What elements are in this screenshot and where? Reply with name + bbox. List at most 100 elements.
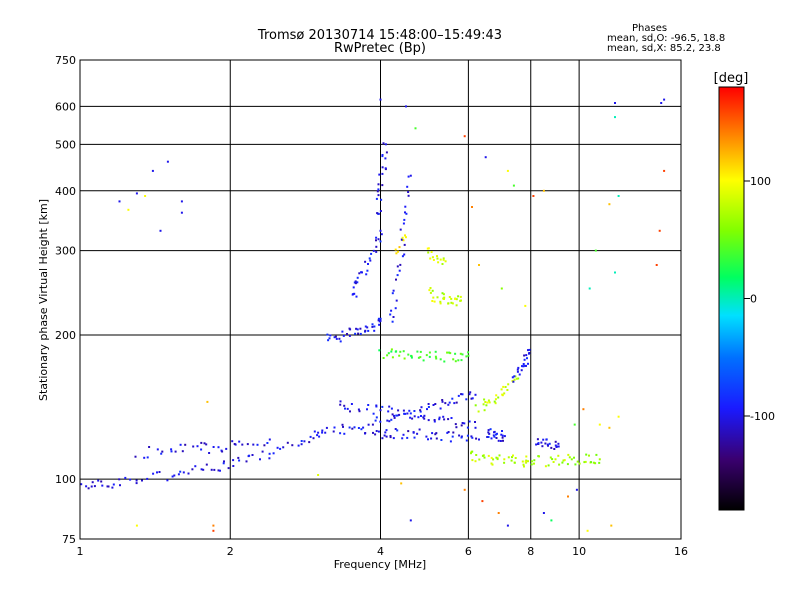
data-point [194, 465, 197, 468]
data-point [429, 287, 432, 289]
data-point [431, 256, 434, 259]
data-point [440, 439, 443, 441]
data-point [495, 456, 498, 459]
data-point [397, 250, 399, 253]
data-point [573, 423, 576, 426]
data-point [557, 442, 560, 445]
data-point [221, 450, 224, 453]
data-point [111, 486, 114, 489]
data-point [495, 394, 498, 397]
data-point [146, 477, 149, 480]
data-point [511, 456, 513, 459]
data-point [159, 229, 162, 232]
data-point [493, 430, 496, 433]
data-point [371, 325, 374, 328]
data-point [501, 430, 503, 432]
data-point [544, 442, 547, 445]
data-point [448, 351, 451, 354]
data-point [259, 458, 261, 461]
data-point [374, 419, 377, 422]
data-point [225, 447, 228, 450]
data-point [372, 249, 375, 252]
data-point [386, 419, 389, 422]
data-point [542, 438, 545, 441]
data-point [434, 355, 437, 358]
data-point [380, 233, 383, 236]
data-point [379, 317, 382, 320]
data-point [245, 460, 248, 463]
data-point [418, 428, 421, 431]
data-point [434, 350, 437, 353]
data-point [192, 445, 195, 448]
data-point [177, 473, 180, 476]
data-point [318, 435, 321, 438]
data-point [141, 479, 143, 482]
data-point [475, 454, 478, 456]
data-point [343, 432, 346, 435]
data-point [325, 426, 328, 429]
data-point [483, 398, 486, 401]
data-point [397, 409, 400, 412]
data-point [501, 436, 504, 439]
data-point [405, 212, 408, 215]
data-point [170, 448, 173, 451]
data-point [544, 465, 547, 468]
data-point [338, 337, 341, 340]
data-point [435, 357, 438, 360]
data-point [394, 248, 397, 251]
data-point [308, 441, 311, 444]
data-point [482, 403, 485, 406]
data-point [100, 480, 103, 483]
data-point [426, 247, 429, 250]
data-point [390, 418, 393, 421]
data-point [342, 425, 344, 428]
data-point [436, 296, 439, 299]
data-point [91, 481, 94, 484]
data-point [490, 437, 493, 440]
data-point [385, 151, 388, 154]
x-tick-label: 6 [465, 545, 472, 558]
data-point [608, 426, 611, 429]
chart-title-line2: RwPretec (Bp) [333, 41, 427, 56]
data-point [356, 276, 359, 279]
data-point [282, 446, 285, 449]
colorbar-tick-label: -100 [750, 410, 775, 423]
data-point [300, 440, 303, 442]
data-point [268, 438, 271, 441]
data-point [368, 257, 371, 260]
phases-mean-o: mean, sd,O: -96.5, 18.8 [607, 33, 726, 44]
data-point [419, 410, 422, 413]
data-point [396, 429, 399, 432]
data-point [217, 446, 220, 449]
data-point [344, 407, 346, 410]
data-point [381, 155, 384, 158]
data-point [446, 351, 449, 354]
data-point [538, 455, 540, 458]
data-point [390, 348, 393, 351]
data-point [406, 185, 409, 188]
data-point [567, 453, 570, 456]
data-point [354, 280, 357, 283]
data-point [227, 467, 230, 470]
data-point [387, 410, 390, 413]
data-point [406, 436, 409, 439]
data-point [516, 370, 519, 373]
data-point [474, 460, 477, 463]
data-point [501, 394, 504, 397]
data-point [238, 459, 241, 462]
data-point [428, 289, 431, 292]
data-point [521, 365, 523, 368]
data-point [540, 441, 543, 444]
data-point [381, 166, 384, 169]
data-point [392, 437, 395, 440]
data-point [471, 206, 473, 208]
data-point [504, 386, 507, 388]
data-point [223, 460, 225, 463]
data-point [557, 454, 560, 457]
data-point [375, 404, 378, 407]
data-point [171, 475, 174, 478]
data-point [575, 488, 578, 491]
data-point [497, 512, 500, 514]
data-point [487, 429, 490, 432]
data-point [552, 461, 555, 463]
